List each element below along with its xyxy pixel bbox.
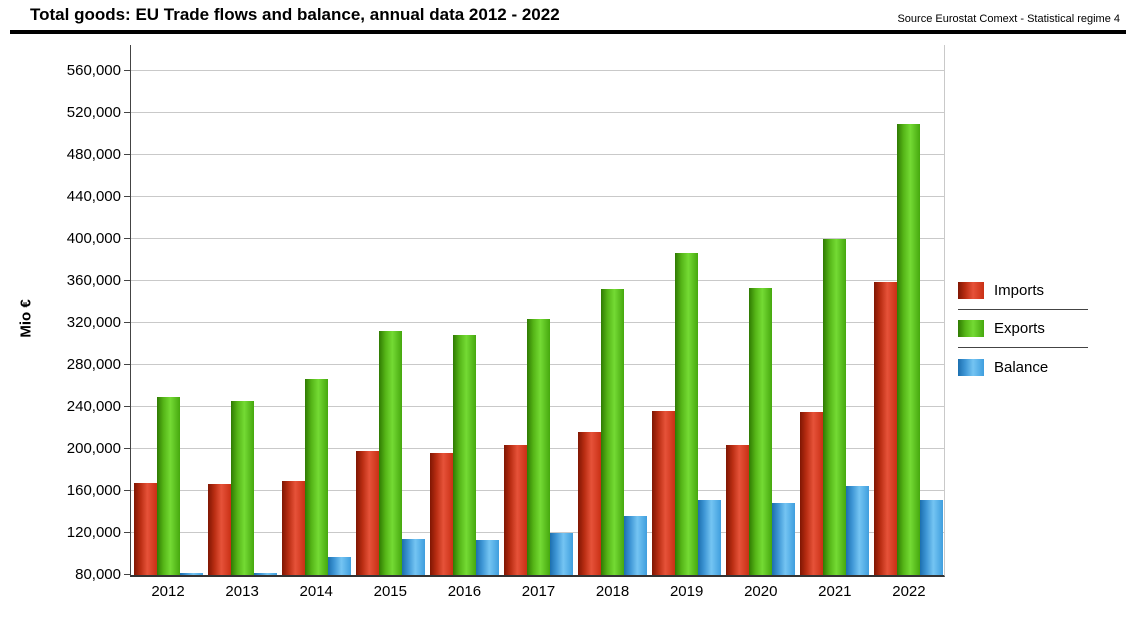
legend-label-imports: Imports (994, 282, 1045, 299)
bar-imports-2014 (281, 480, 305, 575)
chart-plot-area: 560,000 520,000 480,000 440,000 400,000 360,0… (67, 45, 945, 600)
bar-balance-2020 (772, 502, 796, 575)
bar-exports-2020 (749, 288, 773, 575)
x-tick-label: 2020 (744, 583, 778, 600)
bar-balance-2022 (920, 500, 944, 575)
bar-exports-2013 (230, 400, 254, 575)
bar-exports-2012 (156, 396, 180, 575)
page-title: Total goods: EU Trade flows and balance,… (30, 5, 560, 24)
y-tick-label: 560,000 (66, 62, 121, 79)
legend-item-imports[interactable]: Imports (958, 272, 1088, 310)
source-note: Source Eurostat Comext - Statistical reg… (897, 13, 1120, 25)
bar-exports-2021 (823, 239, 847, 575)
gridline (131, 238, 944, 239)
x-tick-label: 2019 (669, 583, 704, 600)
bar-imports-2016 (429, 453, 453, 575)
y-tick-mark (124, 70, 130, 71)
bar-balance-2018 (624, 516, 648, 575)
bar-balance-2014 (327, 557, 351, 575)
gridline (131, 280, 944, 281)
bar-balance-2019 (698, 500, 722, 575)
bar-imports-2012 (133, 482, 157, 575)
bar-imports-2019 (652, 411, 676, 575)
y-tick-mark (124, 322, 130, 323)
gridline (131, 196, 944, 197)
bar-exports-2016 (452, 334, 476, 575)
y-tick-mark (124, 154, 130, 155)
y-tick-mark (124, 280, 130, 281)
legend-label-balance: Balance (994, 358, 1049, 376)
legend-item-exports[interactable]: Exports (958, 310, 1088, 348)
legend-label-exports: Exports (994, 320, 1045, 337)
x-tick-label: 2018 (595, 583, 630, 600)
y-tick-label: 280,000 (66, 356, 121, 373)
x-tick-label: 2013 (225, 583, 259, 600)
gridline (131, 70, 944, 71)
bar-balance-2017 (550, 533, 573, 575)
bar-balance-2016 (475, 540, 499, 575)
y-tick-label: 200,000 (66, 440, 121, 457)
title-underline (10, 30, 1126, 34)
x-tick-label: 2022 (892, 583, 926, 600)
legend-item-balance[interactable]: Balance (958, 348, 1088, 386)
bar-imports-2015 (355, 451, 379, 575)
bar-imports-2022 (874, 282, 898, 575)
x-tick-label: 2015 (373, 583, 407, 600)
x-tick-label: 2014 (299, 583, 333, 600)
bar-exports-2018 (601, 289, 625, 575)
bar-imports-2020 (726, 444, 750, 575)
y-tick-label: 360,000 (66, 272, 121, 289)
bar-exports-2015 (378, 331, 402, 575)
gridline (131, 112, 944, 113)
gridline (131, 154, 944, 155)
balance-swatch (958, 358, 984, 376)
y-tick-label: 440,000 (66, 188, 121, 205)
bar-balance-2012 (179, 572, 203, 575)
y-tick-label: 120,000 (66, 524, 121, 541)
bar-imports-2013 (207, 483, 231, 575)
x-tick-label: 2021 (818, 583, 852, 600)
y-tick-mark (124, 532, 130, 533)
bar-imports-2018 (578, 432, 602, 575)
bar-balance-2013 (253, 572, 277, 575)
x-tick-label: 2017 (521, 583, 556, 600)
y-tick-label: 480,000 (66, 146, 121, 163)
y-tick-mark (124, 574, 130, 575)
bar-exports-2022 (897, 123, 921, 575)
x-tick-label: 2012 (151, 583, 185, 600)
y-tick-label: 520,000 (66, 104, 121, 121)
legend: Imports Exports Balance (958, 272, 1088, 386)
bar-balance-2015 (401, 539, 425, 575)
y-tick-label: 240,000 (66, 398, 121, 415)
imports-swatch (958, 282, 984, 299)
y-tick-mark (124, 364, 130, 365)
y-tick-mark (124, 196, 130, 197)
y-tick-label: 160,000 (66, 482, 121, 499)
exports-swatch (958, 320, 984, 337)
y-tick-mark (124, 490, 130, 491)
y-tick-label: 400,000 (66, 230, 121, 247)
y-tick-mark (124, 238, 130, 239)
y-tick-mark (124, 448, 130, 449)
bar-imports-2017 (504, 444, 527, 575)
y-tick-label: 320,000 (66, 314, 121, 331)
y-tick-label: 80,000 (75, 566, 121, 583)
bar-exports-2014 (304, 378, 328, 575)
bar-balance-2021 (846, 485, 870, 575)
y-tick-mark (124, 406, 130, 407)
x-tick-label: 2016 (447, 583, 482, 600)
bar-exports-2017 (527, 318, 550, 575)
y-tick-mark (124, 112, 130, 113)
bar-exports-2019 (675, 252, 699, 575)
bar-imports-2021 (800, 412, 824, 575)
